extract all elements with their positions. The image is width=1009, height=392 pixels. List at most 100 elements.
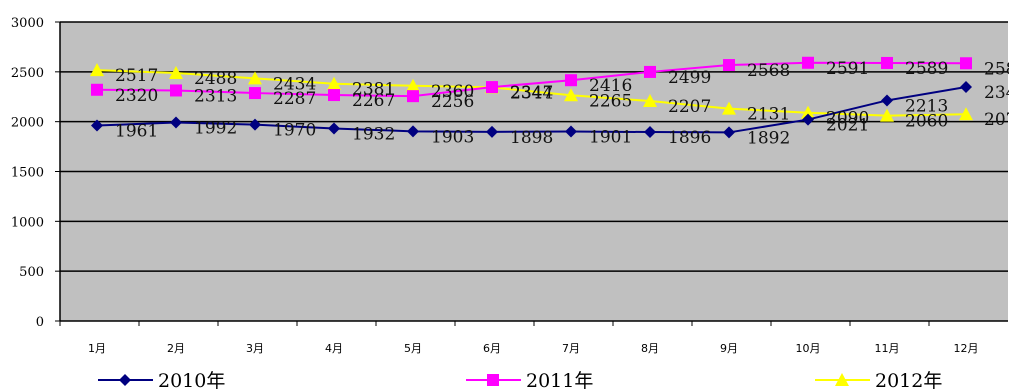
data-label: 2586 xyxy=(984,59,1009,79)
data-point xyxy=(643,94,657,108)
data-point xyxy=(802,56,814,69)
x-tick-label: 3月 xyxy=(246,342,264,355)
data-label: 1903 xyxy=(431,127,474,147)
data-point xyxy=(91,83,103,96)
data-label: 2060 xyxy=(905,112,948,132)
data-point xyxy=(249,87,261,100)
series-0 xyxy=(91,80,972,139)
y-tick-label: 1000 xyxy=(11,215,44,230)
data-point xyxy=(960,57,972,70)
y-tick-label: 2500 xyxy=(11,66,44,81)
data-label: 1992 xyxy=(194,118,237,138)
legend-marker xyxy=(119,374,131,386)
legend-item-1: 2011年 xyxy=(466,370,593,392)
data-point xyxy=(722,101,736,115)
data-point xyxy=(486,81,498,94)
x-tick-label: 10月 xyxy=(796,342,821,355)
y-tick-label: 1500 xyxy=(11,166,44,181)
data-point xyxy=(249,118,261,131)
data-label: 2488 xyxy=(194,69,237,89)
data-point xyxy=(407,90,419,103)
data-label: 2434 xyxy=(273,74,316,94)
data-label: 2313 xyxy=(194,86,237,106)
x-tick-label: 2月 xyxy=(167,342,185,355)
data-point xyxy=(802,113,814,126)
series-line xyxy=(96,69,967,117)
y-tick-label: 3000 xyxy=(11,16,44,31)
data-label: 1932 xyxy=(352,124,395,144)
data-label: 2021 xyxy=(826,116,869,136)
legend-label: 2010年 xyxy=(158,370,225,392)
data-point xyxy=(91,119,103,132)
data-label: 2360 xyxy=(431,82,474,102)
data-label: 2287 xyxy=(273,89,316,109)
data-label: 1901 xyxy=(589,128,632,148)
series-line xyxy=(96,61,967,98)
data-label: 2499 xyxy=(668,68,711,88)
y-axis: 0 500 1000 1500 2000 2500 3000 xyxy=(11,16,61,330)
data-label: 2591 xyxy=(826,59,869,79)
data-point xyxy=(248,71,262,85)
data-point xyxy=(881,94,893,107)
series-layer xyxy=(90,56,973,139)
data-label: 2207 xyxy=(668,97,711,117)
data-point xyxy=(723,126,735,139)
data-label: 2075 xyxy=(984,110,1009,130)
legend-label: 2011年 xyxy=(526,370,593,392)
data-point xyxy=(959,107,973,121)
data-point xyxy=(644,126,656,139)
data-label: 2265 xyxy=(589,91,632,111)
data-point xyxy=(801,105,815,119)
data-point xyxy=(564,88,578,102)
x-tick-label: 5月 xyxy=(404,342,422,355)
data-point xyxy=(880,108,894,122)
data-label: 2090 xyxy=(826,109,869,129)
data-label: 2267 xyxy=(352,91,395,111)
data-point xyxy=(327,76,341,90)
data-label: 1898 xyxy=(510,128,553,148)
legend-item-0: 2010年 xyxy=(98,370,225,392)
data-label: 2568 xyxy=(747,61,790,81)
legend-item-2: 2012年 xyxy=(815,370,942,392)
series-1 xyxy=(91,56,972,103)
x-tick-label: 6月 xyxy=(483,342,501,355)
x-tick-label: 12月 xyxy=(954,342,979,355)
x-tick-label: 7月 xyxy=(562,342,580,355)
data-point xyxy=(169,66,183,80)
x-tick-label: 1月 xyxy=(88,342,106,355)
data-label: 2416 xyxy=(589,76,632,96)
data-point xyxy=(328,89,340,102)
data-label: 2213 xyxy=(905,96,948,116)
data-point xyxy=(406,78,420,92)
y-tick-label: 0 xyxy=(36,315,44,330)
legend: 2010年 2011年 2012年 xyxy=(98,370,942,392)
data-label: 2256 xyxy=(431,92,474,112)
data-label: 1970 xyxy=(273,121,316,141)
data-point xyxy=(960,80,972,93)
data-label: 1961 xyxy=(115,122,158,142)
y-tick-label: 2000 xyxy=(11,116,44,131)
data-label: 2381 xyxy=(352,80,395,100)
data-point xyxy=(170,84,182,97)
data-point xyxy=(486,125,498,138)
data-label: 2347 xyxy=(510,83,553,103)
data-point xyxy=(90,63,104,77)
data-point xyxy=(407,125,419,138)
data-label: 2348 xyxy=(984,83,1009,103)
data-label: 2589 xyxy=(905,59,948,79)
x-tick-label: 11月 xyxy=(875,342,900,355)
x-tick-label: 9月 xyxy=(720,342,738,355)
data-point xyxy=(565,125,577,138)
x-tick-label: 8月 xyxy=(641,342,659,355)
data-label: 2344 xyxy=(510,83,553,103)
plot-area xyxy=(60,21,1008,321)
data-label: 1892 xyxy=(747,128,790,148)
x-axis: 1月 2月 3月 4月 5月 6月 7月 8月 9月 10月 11月 12月 xyxy=(59,320,1008,355)
data-point xyxy=(328,122,340,135)
data-point xyxy=(881,56,893,69)
data-label: 2320 xyxy=(115,86,158,106)
data-labels: 1961 1992 1970 1932 1903 1898 1901 1896 1892 2021… xyxy=(115,59,1009,149)
data-point xyxy=(644,65,656,78)
data-label: 2517 xyxy=(115,66,158,86)
